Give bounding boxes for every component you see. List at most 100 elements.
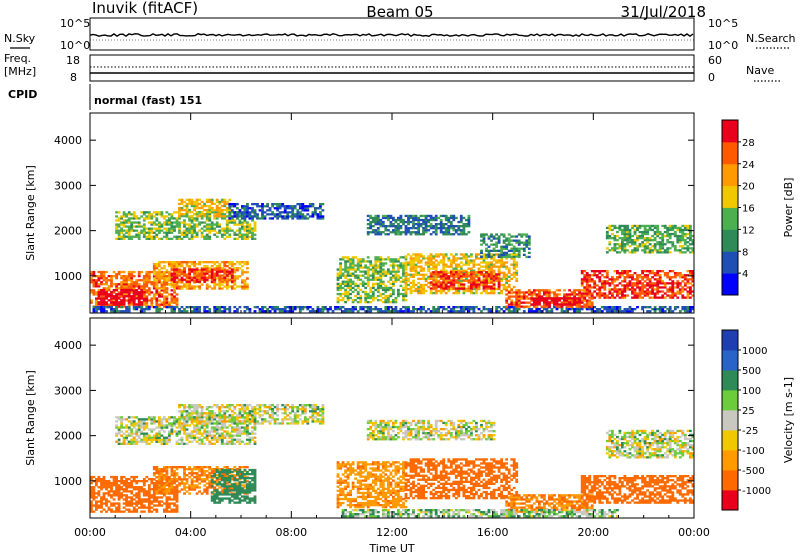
power-cell	[430, 217, 433, 219]
power-cell	[470, 283, 473, 285]
power-cell	[374, 266, 377, 268]
power-cell	[319, 203, 322, 205]
power-cell	[115, 301, 118, 303]
power-cell	[161, 287, 164, 289]
power-cell	[634, 243, 637, 245]
power-cell	[322, 306, 325, 308]
power-cell	[387, 306, 390, 308]
power-cell	[387, 289, 390, 291]
power-cell	[598, 310, 601, 312]
power-cell	[654, 282, 657, 284]
power-cell	[455, 266, 458, 268]
power-cell	[125, 310, 128, 312]
power-cell	[349, 268, 352, 270]
power-cell	[133, 285, 136, 287]
power-cell	[364, 293, 367, 295]
velocity-cell	[93, 490, 96, 492]
power-cell	[447, 259, 450, 261]
power-cell	[530, 310, 533, 312]
power-cell	[465, 225, 468, 227]
power-cell	[500, 284, 503, 286]
power-cell	[603, 308, 606, 310]
power-cell	[508, 280, 511, 282]
nave-tick-bottom: 0	[708, 71, 715, 84]
power-cell	[269, 213, 272, 215]
power-cell	[395, 264, 398, 266]
power-cell	[148, 232, 151, 234]
power-cell	[299, 310, 302, 312]
power-cell	[505, 308, 508, 310]
power-cell	[120, 228, 123, 230]
power-cell	[410, 261, 413, 263]
power-cell	[392, 264, 395, 266]
power-cell	[352, 262, 355, 264]
power-cell	[488, 256, 491, 258]
power-cell	[598, 288, 601, 290]
power-cell	[420, 290, 423, 292]
power-cell	[621, 233, 624, 235]
power-cell	[148, 287, 151, 289]
power-cell	[193, 285, 196, 287]
power-cell	[181, 209, 184, 211]
power-cell	[203, 275, 206, 277]
power-cell	[301, 213, 304, 215]
power-cell	[193, 205, 196, 207]
power-cell	[624, 233, 627, 235]
power-cell	[256, 203, 259, 205]
velocity-cell	[103, 509, 106, 511]
power-cell	[679, 231, 682, 233]
power-cell	[168, 306, 171, 308]
power-cell	[244, 283, 247, 285]
power-cell	[236, 275, 239, 277]
power-cell	[420, 266, 423, 268]
power-cell	[168, 219, 171, 221]
power-cell	[150, 232, 153, 234]
power-cell	[470, 285, 473, 287]
power-cell	[223, 261, 226, 263]
power-cell	[183, 232, 186, 234]
power-cell	[306, 213, 309, 215]
power-cell	[397, 289, 400, 291]
power-cell	[422, 229, 425, 231]
power-cell	[223, 203, 226, 205]
velocity-cell	[98, 504, 101, 506]
power-cell	[281, 203, 284, 205]
velocity-cell	[95, 500, 98, 502]
power-cell	[145, 217, 148, 219]
power-cell	[470, 255, 473, 257]
power-cell	[405, 286, 408, 288]
power-cell	[105, 310, 108, 312]
power-cell	[155, 299, 158, 301]
power-cell	[493, 244, 496, 246]
power-cell	[503, 266, 506, 268]
power-cell	[508, 242, 511, 244]
power-cell	[191, 228, 194, 230]
power-cell	[465, 253, 468, 255]
power-cell	[611, 292, 614, 294]
power-cell	[435, 292, 438, 294]
power-cell	[128, 299, 131, 301]
power-cell	[510, 253, 513, 255]
power-cell	[626, 282, 629, 284]
power-cell	[354, 306, 357, 308]
power-cell	[198, 285, 201, 287]
power-cell	[641, 225, 644, 227]
power-cell	[183, 236, 186, 238]
power-cell	[362, 308, 365, 310]
power-cell	[457, 270, 460, 272]
power-cell	[533, 289, 536, 291]
power-cell	[244, 221, 247, 223]
power-cell	[362, 271, 365, 273]
power-cell	[651, 225, 654, 227]
power-cell	[379, 221, 382, 223]
power-cell	[181, 285, 184, 287]
power-cell	[128, 221, 131, 223]
power-cell	[598, 280, 601, 282]
power-cell	[528, 291, 531, 293]
power-cell	[168, 213, 171, 215]
power-cell	[488, 275, 491, 277]
power-cell	[430, 215, 433, 217]
power-cell	[591, 278, 594, 280]
power-cell	[392, 281, 395, 283]
power-cell	[374, 260, 377, 262]
